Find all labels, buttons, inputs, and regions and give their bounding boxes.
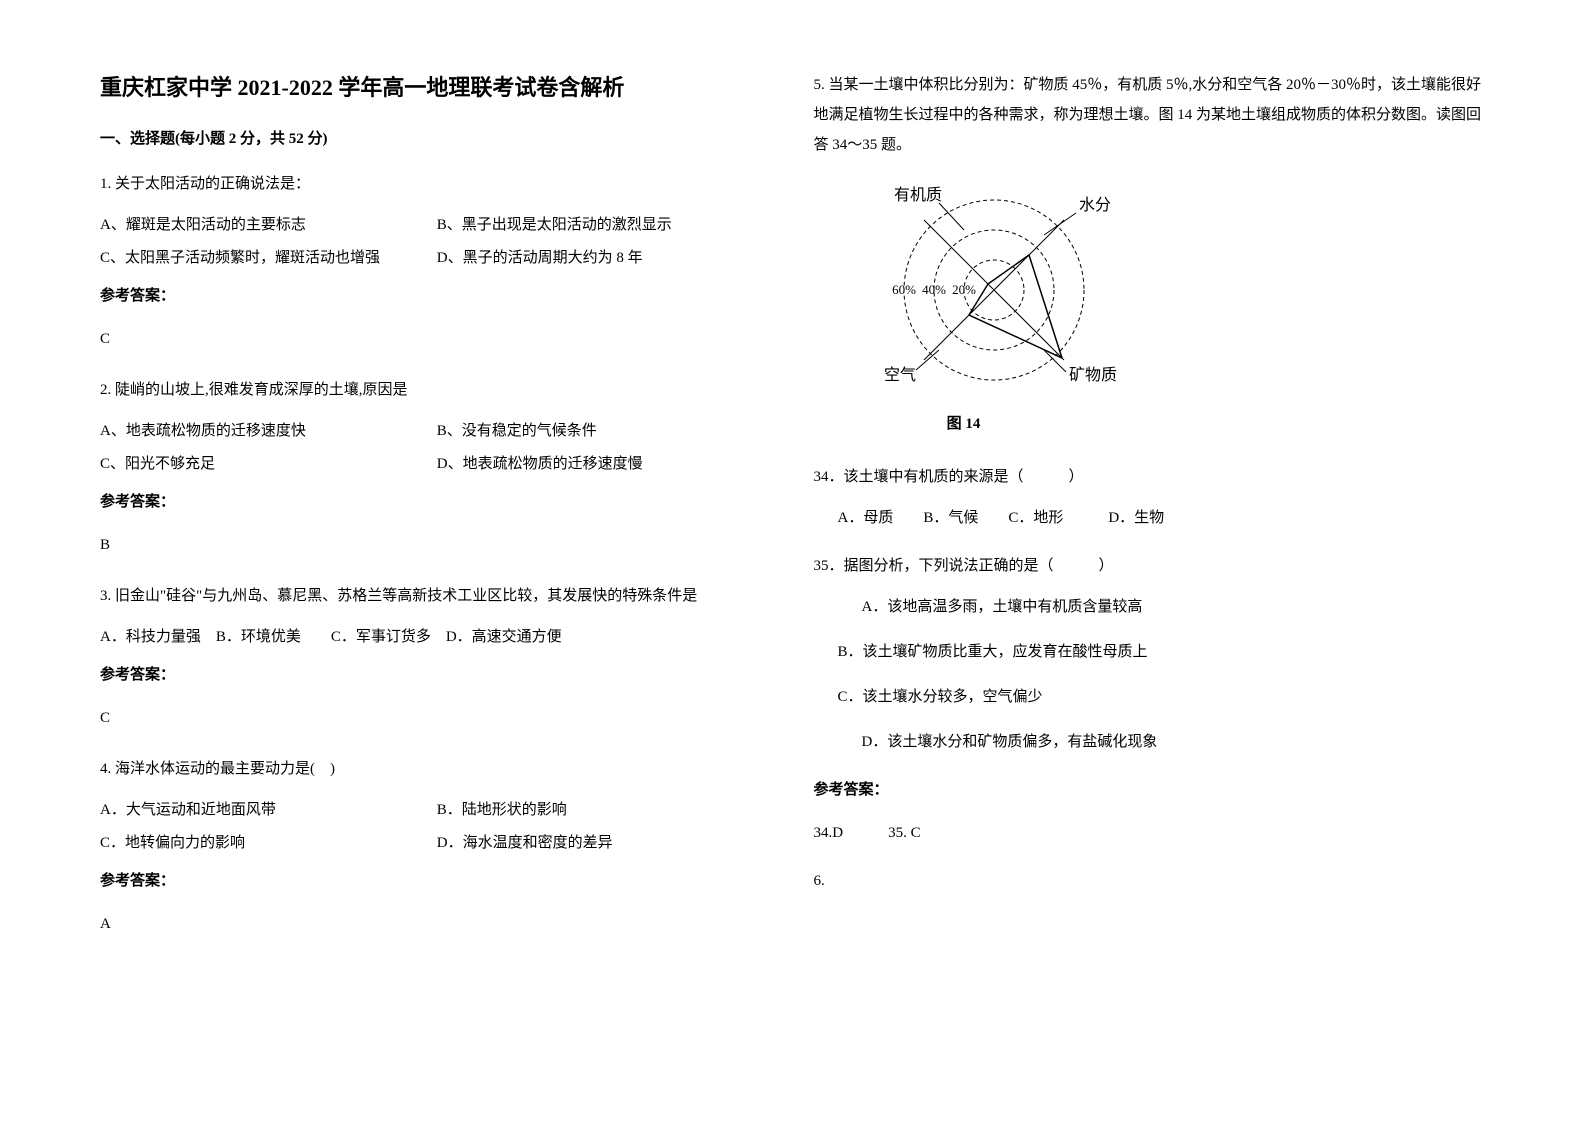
q1-options-row1: A、耀斑是太阳活动的主要标志 B、黑子出现是太阳活动的激烈显示 xyxy=(100,209,774,242)
tick-40: 40% xyxy=(922,282,946,297)
q3-answer: C xyxy=(100,702,774,735)
tick-60: 60% xyxy=(892,282,916,297)
q5-answer: 34.D 35. C xyxy=(814,817,1488,850)
q3-stem: 3. 旧金山"硅谷"与九州岛、慕尼黑、苏格兰等高新技术工业区比较，其发展快的特殊… xyxy=(100,580,774,613)
q34-opts: A．母质 B．气候 C．地形 D．生物 xyxy=(814,502,1488,535)
soil-diagram: 60% 40% 20% 有机质 水分 空气 矿物质 图 14 xyxy=(844,180,1488,441)
q1-stem: 1. 关于太阳活动的正确说法是： xyxy=(100,168,774,201)
q2-opt-a: A、地表疏松物质的迁移速度快 xyxy=(100,415,437,448)
exam-title: 重庆杠家中学 2021-2022 学年高一地理联考试卷含解析 xyxy=(100,70,774,102)
section-header: 一、选择题(每小题 2 分，共 52 分) xyxy=(100,127,774,148)
q3-answer-label: 参考答案： xyxy=(100,659,774,692)
q3-opts: A．科技力量强 B．环境优美 C．军事订货多 D．高速交通方便 xyxy=(100,621,774,654)
question-4: 4. 海洋水体运动的最主要动力是( ) A．大气运动和近地面风带 B．陆地形状的… xyxy=(100,753,774,941)
q1-answer: C xyxy=(100,323,774,356)
q2-answer-label: 参考答案： xyxy=(100,486,774,519)
q34-stem: 34．该土壤中有机质的来源是（ ） xyxy=(814,461,1488,494)
question-3: 3. 旧金山"硅谷"与九州岛、慕尼黑、苏格兰等高新技术工业区比较，其发展快的特殊… xyxy=(100,580,774,735)
q1-opt-a: A、耀斑是太阳活动的主要标志 xyxy=(100,209,437,242)
q35-opt-c: C．该土壤水分较多，空气偏少 xyxy=(814,681,1488,714)
q35-stem: 35．据图分析，下列说法正确的是（ ） xyxy=(814,550,1488,583)
q35-opt-d: D．该土壤水分和矿物质偏多，有盐碱化现象 xyxy=(814,726,1488,759)
q4-opt-d: D．海水温度和密度的差异 xyxy=(437,827,774,860)
q1-opt-b: B、黑子出现是太阳活动的激烈显示 xyxy=(437,209,774,242)
label-water: 水分 xyxy=(1079,196,1111,214)
q4-options-row1: A．大气运动和近地面风带 B．陆地形状的影响 xyxy=(100,794,774,827)
label-air: 空气 xyxy=(884,366,916,384)
question-5: 5. 当某一土壤中体积比分别为：矿物质 45％，有机质 5％,水分和空气各 20… xyxy=(814,70,1488,898)
q2-options-row1: A、地表疏松物质的迁移速度快 B、没有稳定的气候条件 xyxy=(100,415,774,448)
q4-answer-label: 参考答案： xyxy=(100,865,774,898)
left-column: 重庆杠家中学 2021-2022 学年高一地理联考试卷含解析 一、选择题(每小题… xyxy=(80,70,794,1052)
q2-opt-b: B、没有稳定的气候条件 xyxy=(437,415,774,448)
q2-answer: B xyxy=(100,529,774,562)
q2-options-row2: C、阳光不够充足 D、地表疏松物质的迁移速度慢 xyxy=(100,448,774,481)
q5-answer-label: 参考答案： xyxy=(814,774,1488,807)
radar-chart-svg: 60% 40% 20% 有机质 水分 空气 矿物质 xyxy=(844,180,1144,390)
q5-intro: 5. 当某一土壤中体积比分别为：矿物质 45％，有机质 5％,水分和空气各 20… xyxy=(814,70,1488,160)
q4-opt-b: B．陆地形状的影响 xyxy=(437,794,774,827)
q1-opt-d: D、黑子的活动周期大约为 8 年 xyxy=(437,242,774,275)
q1-opt-c: C、太阳黑子活动频繁时，耀斑活动也增强 xyxy=(100,242,437,275)
q35-opt-a: A．该地高温多雨，土壤中有机质含量较高 xyxy=(814,591,1488,624)
q4-opt-c: C．地转偏向力的影响 xyxy=(100,827,437,860)
q2-opt-d: D、地表疏松物质的迁移速度慢 xyxy=(437,448,774,481)
diagram-caption: 图 14 xyxy=(844,408,1084,441)
q4-options-row2: C．地转偏向力的影响 D．海水温度和密度的差异 xyxy=(100,827,774,860)
question-2: 2. 陡峭的山坡上,很难发育成深厚的土壤,原因是 A、地表疏松物质的迁移速度快 … xyxy=(100,374,774,562)
label-organic: 有机质 xyxy=(894,186,942,204)
q4-stem: 4. 海洋水体运动的最主要动力是( ) xyxy=(100,753,774,786)
q2-stem: 2. 陡峭的山坡上,很难发育成深厚的土壤,原因是 xyxy=(100,374,774,407)
q6-stem: 6. xyxy=(814,865,1488,898)
tick-20: 20% xyxy=(952,282,976,297)
q35-opt-b: B．该土壤矿物质比重大，应发育在酸性母质上 xyxy=(814,636,1488,669)
right-column: 5. 当某一土壤中体积比分别为：矿物质 45％，有机质 5％,水分和空气各 20… xyxy=(794,70,1508,1052)
q4-answer: A xyxy=(100,908,774,941)
question-1: 1. 关于太阳活动的正确说法是： A、耀斑是太阳活动的主要标志 B、黑子出现是太… xyxy=(100,168,774,356)
q1-options-row2: C、太阳黑子活动频繁时，耀斑活动也增强 D、黑子的活动周期大约为 8 年 xyxy=(100,242,774,275)
q4-opt-a: A．大气运动和近地面风带 xyxy=(100,794,437,827)
label-mineral: 矿物质 xyxy=(1069,366,1117,384)
q1-answer-label: 参考答案： xyxy=(100,280,774,313)
q2-opt-c: C、阳光不够充足 xyxy=(100,448,437,481)
